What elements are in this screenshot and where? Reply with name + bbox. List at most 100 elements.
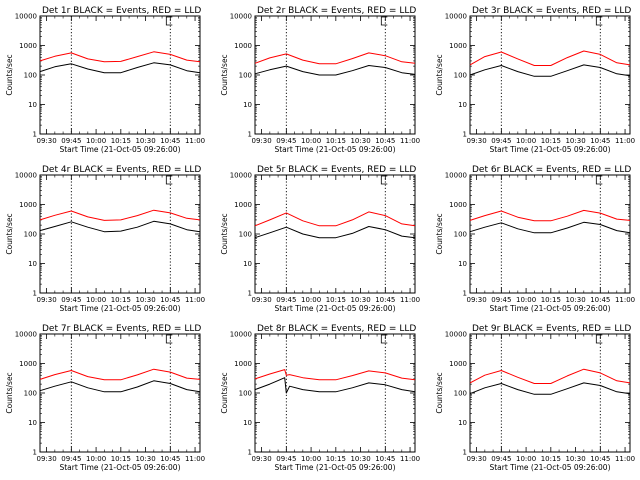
x-tick-label: 09:45 [61,137,81,145]
x-tick-label: 10:15 [541,455,561,463]
x-tick-label: 09:45 [61,296,81,304]
x-tick-label: 09:30 [467,455,487,463]
y-tick-label: 1000 [19,360,37,368]
x-tick-label: 10:45 [160,455,180,463]
x-tick-label: 09:30 [467,296,487,304]
x-tick-label: 09:30 [252,296,272,304]
x-tick-label: 10:45 [160,137,180,145]
plot-frame [469,15,631,135]
y-tick-label: 100 [239,72,252,80]
series-line [254,52,416,65]
y-tick-label: 100 [24,231,37,239]
chart-panel: 1 10 100 1000 10000 09:30 09:45 10:00 10:15 10:30… [5,6,205,154]
x-tick-label: 10:15 [326,455,346,463]
x-tick-label: 10:30 [350,137,370,145]
x-tick-label: 09:45 [276,455,296,463]
y-tick-label: 1 [463,290,467,298]
y-tick-label: 10 [458,419,467,427]
y-tick-label: 100 [24,72,37,80]
series-line [39,380,201,393]
y-tick-label: 1 [463,131,467,139]
y-tick-label: 1000 [19,42,37,50]
x-axis-label: Start Time (21-Oct-05 09:26:00) [274,304,395,313]
x-axis-label: Start Time (21-Oct-05 09:26:00) [489,304,610,313]
x-tick-label: 09:45 [276,137,296,145]
plot-frame [469,333,631,453]
y-tick-label: 100 [454,231,467,239]
plot-frame [254,174,416,294]
x-tick-label: 10:45 [375,137,395,145]
series-line [469,368,631,384]
y-tick-label: 1000 [19,201,37,209]
series-line [39,62,201,74]
series-line [469,209,631,222]
x-axis-label: Start Time (21-Oct-05 09:26:00) [59,463,180,472]
x-tick-label: 09:30 [37,137,57,145]
x-tick-label: 10:15 [111,455,131,463]
y-tick-label: 10 [28,101,37,109]
x-tick-label: 10:45 [590,296,610,304]
x-tick-label: 10:15 [541,137,561,145]
x-tick-label: 10:00 [86,137,106,145]
y-axis-label: Counts/sec [220,54,229,95]
x-tick-label: 11:00 [615,296,635,304]
y-axis-label: Counts/sec [5,372,14,413]
x-tick-label: 10:00 [301,296,321,304]
chart-title: Det 7r BLACK = Events, RED = LLD [42,324,201,334]
chart-panel: 1 10 100 1000 10000 09:30 09:45 10:00 10:15 10:30… [220,165,420,313]
y-tick-label: 1 [248,449,252,457]
x-tick-label: 09:30 [37,296,57,304]
y-tick-label: 10000 [15,331,37,339]
y-axis-label: Counts/sec [220,372,229,413]
x-axis-label: Start Time (21-Oct-05 09:26:00) [274,463,395,472]
bracket-marker [165,16,173,26]
x-axis-label: Start Time (21-Oct-05 09:26:00) [489,463,610,472]
x-tick-label: 09:45 [61,455,81,463]
series-line [254,377,416,394]
x-axis-label: Start Time (21-Oct-05 09:26:00) [274,145,395,154]
x-axis-label: Start Time (21-Oct-05 09:26:00) [59,145,180,154]
series-line [254,369,416,381]
chart-title: Det 1r BLACK = Events, RED = LLD [42,6,201,16]
chart-panel: 1 10 100 1000 10000 09:30 09:45 10:00 10:15 10:30… [435,324,635,472]
x-axis-label: Start Time (21-Oct-05 09:26:00) [59,304,180,313]
x-tick-label: 10:30 [350,455,370,463]
x-tick-label: 10:15 [326,296,346,304]
y-tick-label: 1 [248,131,252,139]
x-tick-label: 10:30 [135,455,155,463]
y-tick-label: 1000 [234,201,252,209]
series-line [469,221,631,234]
series-line [469,64,631,77]
x-tick-label: 10:45 [590,137,610,145]
chart-panel: 1 10 100 1000 10000 09:30 09:45 10:00 10:15 10:30… [5,324,205,472]
y-tick-label: 10000 [230,331,252,339]
y-tick-label: 10000 [445,172,467,180]
chart-panel: 1 10 100 1000 10000 09:30 09:45 10:00 10:15 10:30… [435,165,635,313]
y-tick-label: 10000 [230,172,252,180]
chart-title: Det 8r BLACK = Events, RED = LLD [257,324,416,334]
series-line [39,209,201,221]
bracket-marker [380,175,388,185]
y-tick-label: 10 [243,260,252,268]
y-tick-label: 1 [33,131,37,139]
x-tick-label: 11:00 [400,455,420,463]
x-tick-label: 10:15 [541,296,561,304]
y-tick-label: 1 [33,449,37,457]
series-line [254,65,416,76]
x-tick-label: 11:00 [400,137,420,145]
chart-panel: 1 10 100 1000 10000 09:30 09:45 10:00 10:15 10:30… [5,165,205,313]
y-tick-label: 1000 [234,360,252,368]
x-tick-label: 10:45 [375,296,395,304]
series-line [254,226,416,239]
y-axis-label: Counts/sec [435,213,444,254]
x-tick-label: 10:30 [135,137,155,145]
x-tick-label: 10:30 [565,137,585,145]
y-tick-label: 1 [248,290,252,298]
bracket-marker [595,175,603,185]
y-axis-label: Counts/sec [5,54,14,95]
series-line [39,220,201,233]
bracket-marker [595,16,603,26]
x-tick-label: 10:15 [111,296,131,304]
x-tick-label: 09:45 [491,455,511,463]
chart-title: Det 2r BLACK = Events, RED = LLD [257,6,416,16]
